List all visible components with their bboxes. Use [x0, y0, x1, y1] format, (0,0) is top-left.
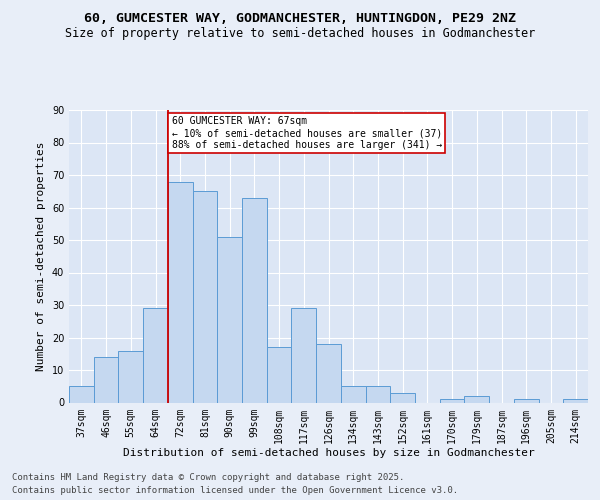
Bar	[390, 393, 415, 402]
Bar	[69, 386, 94, 402]
Bar	[316, 344, 341, 403]
Text: Contains HM Land Registry data © Crown copyright and database right 2025.: Contains HM Land Registry data © Crown c…	[12, 472, 404, 482]
Bar	[267, 347, 292, 403]
Bar	[118, 350, 143, 403]
Text: Contains public sector information licensed under the Open Government Licence v3: Contains public sector information licen…	[12, 486, 458, 495]
Bar	[341, 386, 365, 402]
Bar	[514, 399, 539, 402]
Bar	[464, 396, 489, 402]
X-axis label: Distribution of semi-detached houses by size in Godmanchester: Distribution of semi-detached houses by …	[122, 448, 535, 458]
Text: 60 GUMCESTER WAY: 67sqm
← 10% of semi-detached houses are smaller (37)
88% of se: 60 GUMCESTER WAY: 67sqm ← 10% of semi-de…	[172, 116, 442, 150]
Text: Size of property relative to semi-detached houses in Godmanchester: Size of property relative to semi-detach…	[65, 28, 535, 40]
Bar	[168, 182, 193, 402]
Bar	[365, 386, 390, 402]
Bar	[94, 357, 118, 403]
Bar	[143, 308, 168, 402]
Bar	[440, 399, 464, 402]
Bar	[217, 237, 242, 402]
Text: 60, GUMCESTER WAY, GODMANCHESTER, HUNTINGDON, PE29 2NZ: 60, GUMCESTER WAY, GODMANCHESTER, HUNTIN…	[84, 12, 516, 26]
Bar	[563, 399, 588, 402]
Bar	[242, 198, 267, 402]
Bar	[292, 308, 316, 402]
Bar	[193, 191, 217, 402]
Y-axis label: Number of semi-detached properties: Number of semi-detached properties	[36, 142, 46, 371]
